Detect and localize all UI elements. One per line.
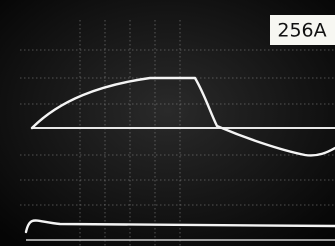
label: 256A	[277, 20, 326, 42]
oscilloscope-photo: 256A	[0, 0, 335, 246]
page: 256A (() => { const data = JSON.parse(do…	[0, 0, 335, 246]
